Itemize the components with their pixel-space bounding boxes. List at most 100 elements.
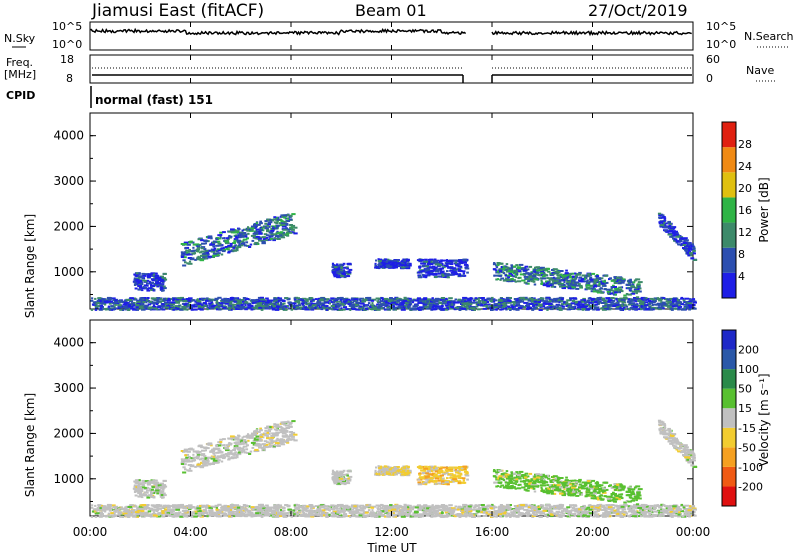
power-echo <box>440 271 444 274</box>
power-echo <box>497 304 501 307</box>
power-echo <box>216 248 222 251</box>
power-echo <box>358 298 362 301</box>
power-echo <box>613 276 617 279</box>
power-echo <box>217 296 222 299</box>
power-echo <box>140 305 145 308</box>
power-echo <box>523 296 528 299</box>
power-echo <box>346 266 349 269</box>
colorbar-frame <box>721 121 737 299</box>
power-echo <box>637 300 642 302</box>
power-echo <box>424 268 430 271</box>
power-echo <box>670 235 674 238</box>
power-echo <box>521 267 525 269</box>
power-echo <box>130 302 135 305</box>
power-echo <box>305 298 310 301</box>
power-echo <box>502 305 507 308</box>
power-echo <box>386 265 391 268</box>
power-echo <box>433 258 437 261</box>
power-echo <box>99 307 102 310</box>
power-echo <box>204 299 209 302</box>
power-echo <box>683 303 687 306</box>
power-echo <box>625 283 631 286</box>
power-echo <box>375 308 379 311</box>
power-echo <box>458 262 464 265</box>
power-echo <box>212 240 218 243</box>
power-echo <box>435 307 440 310</box>
power-echo <box>334 266 338 269</box>
power-echo <box>591 272 596 275</box>
power-echo <box>619 277 624 280</box>
power-echo <box>502 265 505 268</box>
power-echo <box>124 307 129 310</box>
power-echo <box>273 221 278 224</box>
power-echo <box>590 287 595 290</box>
velocity-echo <box>309 512 314 515</box>
power-echo <box>566 281 572 283</box>
power-echo <box>501 308 504 311</box>
power-echo <box>459 260 464 263</box>
velocity-echo <box>317 504 322 507</box>
power-echo <box>669 229 673 232</box>
power-echo <box>331 264 336 267</box>
power-echo <box>135 306 139 309</box>
power-echo <box>139 297 145 300</box>
power-echo <box>277 297 283 300</box>
power-echo <box>247 304 252 307</box>
power-echo <box>293 298 297 301</box>
power-echo <box>523 281 528 284</box>
power-echo <box>427 298 431 301</box>
power-echo <box>240 235 245 238</box>
power-echo <box>537 298 540 301</box>
power-echo <box>144 304 149 307</box>
power-echo <box>625 293 629 295</box>
power-echo <box>387 300 392 303</box>
power-echo <box>495 308 498 311</box>
power-echo <box>160 287 164 289</box>
power-echo <box>406 301 410 304</box>
power-echo <box>395 262 401 265</box>
power-echo <box>610 297 615 299</box>
power-echo <box>173 301 177 304</box>
power-echo <box>314 298 318 301</box>
power-echo <box>309 305 314 308</box>
power-echo <box>355 305 358 308</box>
power-echo <box>214 253 219 256</box>
power-echo <box>451 267 457 270</box>
power-echo <box>544 269 549 272</box>
power-echo <box>207 236 210 239</box>
velocity-echo <box>584 508 588 511</box>
power-echo <box>206 253 210 256</box>
power-echo <box>179 308 184 311</box>
power-echo <box>110 305 115 308</box>
power-echoes <box>90 212 698 311</box>
power-echo <box>636 283 641 286</box>
power-echo <box>685 244 688 247</box>
power-echo <box>129 297 134 300</box>
power-echo <box>98 297 102 300</box>
power-echo <box>671 308 674 311</box>
power-echo <box>139 283 144 286</box>
power-echo <box>660 296 664 299</box>
power-echo <box>137 302 141 305</box>
power-echo <box>393 298 397 300</box>
power-echo <box>377 305 382 308</box>
velocity-echo <box>112 515 115 518</box>
velocity-echo <box>91 504 94 507</box>
power-echo <box>555 280 559 282</box>
power-echo <box>257 232 263 235</box>
power-echo <box>671 225 674 228</box>
power-echo <box>585 287 590 290</box>
power-echo <box>113 305 116 308</box>
power-echo <box>277 218 280 221</box>
power-echo <box>423 260 429 263</box>
velocity-echo <box>320 511 325 514</box>
power-echo <box>337 266 341 269</box>
power-echo <box>400 308 406 311</box>
power-echo <box>196 246 201 249</box>
velocity-echo <box>678 511 681 514</box>
power-echo <box>249 243 253 246</box>
power-echo <box>273 218 277 221</box>
power-echo <box>272 238 276 241</box>
velocity-echo <box>545 509 550 512</box>
power-echo <box>402 263 408 266</box>
